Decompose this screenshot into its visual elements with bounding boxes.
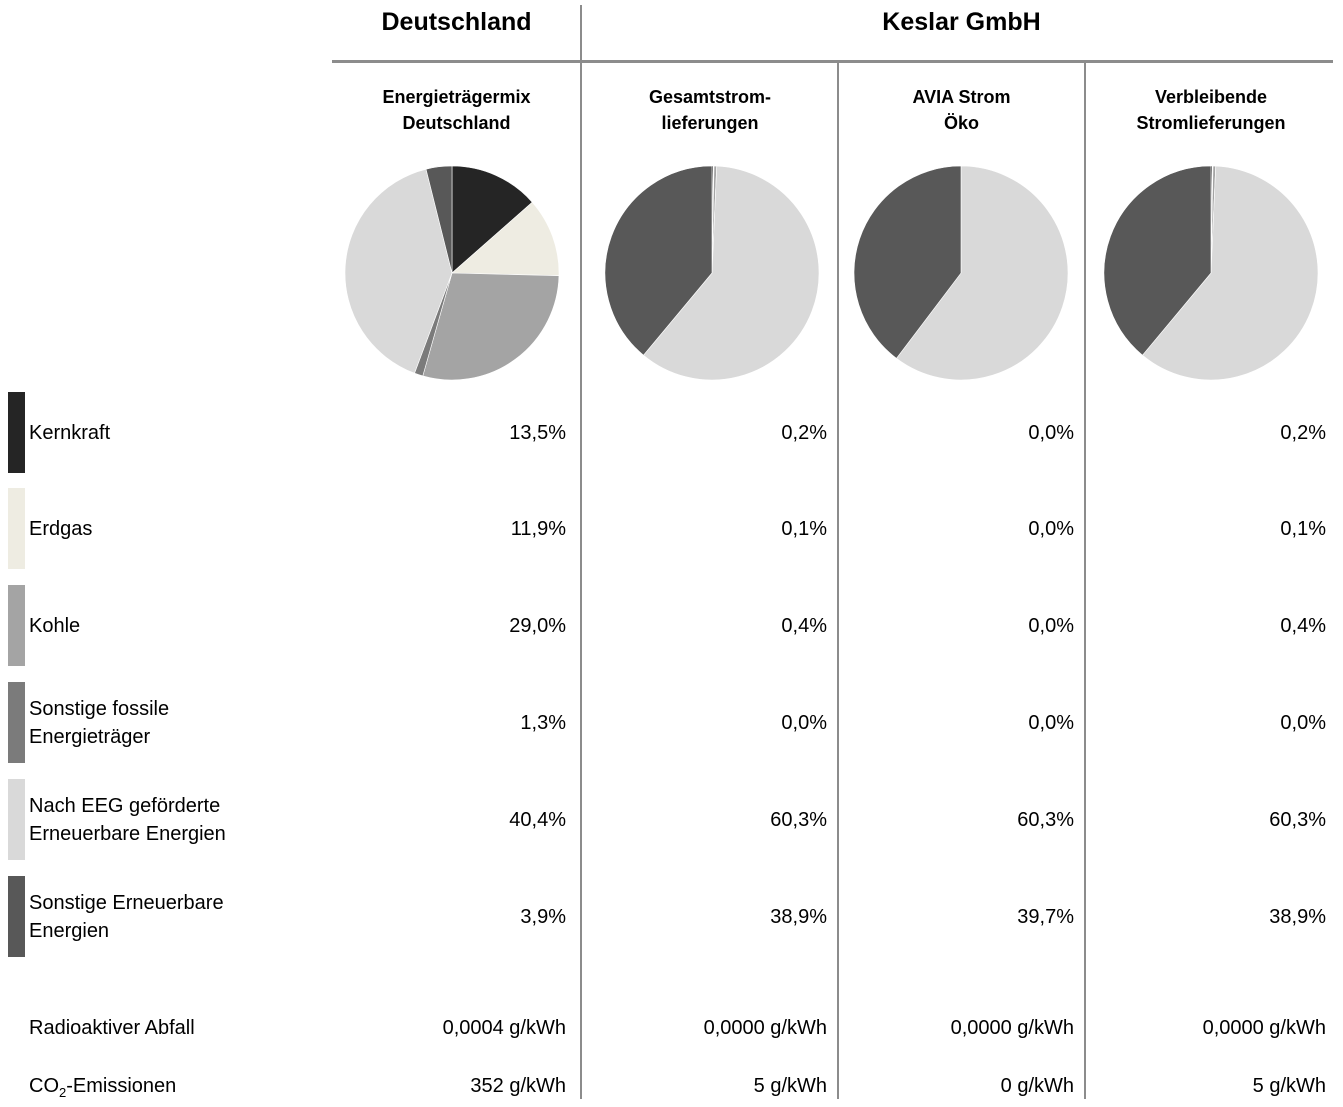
value-cell: 0,0%: [1280, 712, 1326, 734]
column-title-line1: Verbleibende: [1154, 87, 1268, 107]
column-divider-1: [580, 5, 582, 1099]
row-label-line1: Kohle: [29, 615, 81, 637]
row-label-erdgas: Erdgas: [29, 515, 92, 543]
pie-slice-3-5: [896, 165, 1069, 381]
pie-slice-4-6: [1103, 165, 1212, 356]
legend-swatch-kernkraft: [8, 392, 25, 473]
row-label-line2: Erneuerbare Energien: [29, 823, 226, 845]
row-label-line1: Erdgas: [29, 518, 93, 540]
column-divider-2: [837, 62, 839, 1099]
pie-slice-3-6: [853, 165, 962, 359]
row-label-co2-emissionen: CO2-Emissionen: [29, 1072, 176, 1107]
value-cell: 60,3%: [1017, 809, 1074, 831]
row-label-line1: Nach EEG geförderte: [29, 795, 221, 817]
row-label-kohle: Kohle: [29, 612, 80, 640]
value-cell: 352 g/kWh: [470, 1075, 566, 1097]
row-label-radioaktiver-abfall: Radioaktiver Abfall: [29, 1017, 195, 1039]
pie-chart-avia-strom-oeko: [853, 165, 1069, 381]
value-cell: 0,0%: [1028, 518, 1074, 540]
group-header-deutschland: Deutschland: [381, 8, 532, 36]
co2-label-pre: CO: [29, 1075, 59, 1097]
value-cell: 1,3%: [520, 712, 566, 734]
legend-swatch-sonstige-fossile: [8, 682, 25, 763]
value-cell: 5 g/kWh: [1252, 1075, 1326, 1097]
value-cell: 0,0000 g/kWh: [950, 1017, 1074, 1039]
pie-slice-2-6: [604, 165, 713, 356]
pie-chart-energietraegermix: [344, 165, 560, 381]
value-cell: 0,4%: [1280, 615, 1326, 637]
value-cell: 5 g/kWh: [753, 1075, 827, 1097]
pie-slice-1-2: [451, 201, 560, 276]
value-cell: 39,7%: [1017, 906, 1074, 928]
row-label-sonstige-erneuerbare: Sonstige Erneuerbare Energien: [29, 889, 224, 945]
value-cell: 0,0%: [1028, 422, 1074, 444]
column-title-line1: Energieträgermix: [382, 87, 531, 107]
co2-label-sub: 2: [59, 1085, 67, 1100]
row-label-eeg-erneuerbare: Nach EEG geförderte Erneuerbare Energien: [29, 792, 226, 848]
group-header-keslar: Keslar GmbH: [882, 8, 1041, 36]
row-label-line1: Sonstige fossile: [29, 698, 170, 720]
column-title-line2: Stromlieferungen: [1136, 113, 1286, 133]
row-label-line1: Sonstige Erneuerbare: [29, 892, 224, 914]
value-cell: 0,1%: [1280, 518, 1326, 540]
value-cell: 38,9%: [770, 906, 827, 928]
row-label-line1: Kernkraft: [29, 422, 111, 444]
column-title-line2: Öko: [943, 113, 979, 133]
pie-slice-4-5: [1142, 165, 1319, 381]
value-cell: 3,9%: [520, 906, 566, 928]
value-cell: 11,9%: [510, 518, 566, 540]
value-cell: 0,2%: [781, 422, 827, 444]
pie-chart-gesamtstromlieferungen: [604, 165, 820, 381]
value-cell: 60,3%: [1269, 809, 1326, 831]
value-cell: 40,4%: [509, 809, 566, 831]
value-cell: 13,5%: [509, 422, 566, 444]
value-cell: 0,0000 g/kWh: [703, 1017, 827, 1039]
row-label-kernkraft: Kernkraft: [29, 419, 110, 447]
column-divider-3: [1084, 62, 1086, 1099]
column-title-energietraegermix: Energieträgermix Deutschland: [333, 84, 580, 136]
pie-slice-2-5: [643, 165, 820, 381]
row-label-line2: Energieträger: [29, 726, 151, 748]
pie-chart-verbleibende-stromlieferungen: [1103, 165, 1319, 381]
row-label-line2: Energien: [29, 920, 110, 942]
column-title-line1: AVIA Strom: [912, 87, 1011, 107]
column-title-verbleibende-stromlieferungen: Verbleibende Stromlieferungen: [1086, 84, 1336, 136]
legend-swatch-eeg-erneuerbare: [8, 779, 25, 860]
pie-slice-1-5: [344, 168, 453, 374]
value-cell: 0,0000 g/kWh: [1202, 1017, 1326, 1039]
column-title-avia-strom-oeko: AVIA Strom Öko: [839, 84, 1084, 136]
pie-slice-1-1: [451, 165, 533, 274]
value-cell: 60,3%: [770, 809, 827, 831]
column-title-gesamtstromlieferungen: Gesamtstrom- lieferungen: [583, 84, 837, 136]
value-cell: 29,0%: [509, 615, 566, 637]
value-cell: 0,0004 g/kWh: [442, 1017, 566, 1039]
value-cell: 0,0%: [781, 712, 827, 734]
column-title-line1: Gesamtstrom-: [648, 87, 772, 107]
co2-label-post: -Emissionen: [66, 1075, 177, 1097]
legend-swatch-kohle: [8, 585, 25, 666]
value-cell: 0 g/kWh: [1000, 1075, 1074, 1097]
row-label-sonstige-fossile: Sonstige fossile Energieträger: [29, 695, 169, 751]
column-title-line2: Deutschland: [402, 113, 511, 133]
value-cell: 0,0%: [1028, 615, 1074, 637]
pie-slice-1-3: [422, 272, 560, 381]
legend-swatch-sonstige-erneuerbare: [8, 876, 25, 957]
value-cell: 0,4%: [781, 615, 827, 637]
header-divider: [332, 60, 1333, 63]
legend-swatch-erdgas: [8, 488, 25, 569]
value-cell: 0,2%: [1280, 422, 1326, 444]
column-title-line2: lieferungen: [661, 113, 759, 133]
value-cell: 38,9%: [1269, 906, 1326, 928]
value-cell: 0,0%: [1028, 712, 1074, 734]
pie-slice-1-6: [425, 165, 453, 274]
value-cell: 0,1%: [781, 518, 827, 540]
